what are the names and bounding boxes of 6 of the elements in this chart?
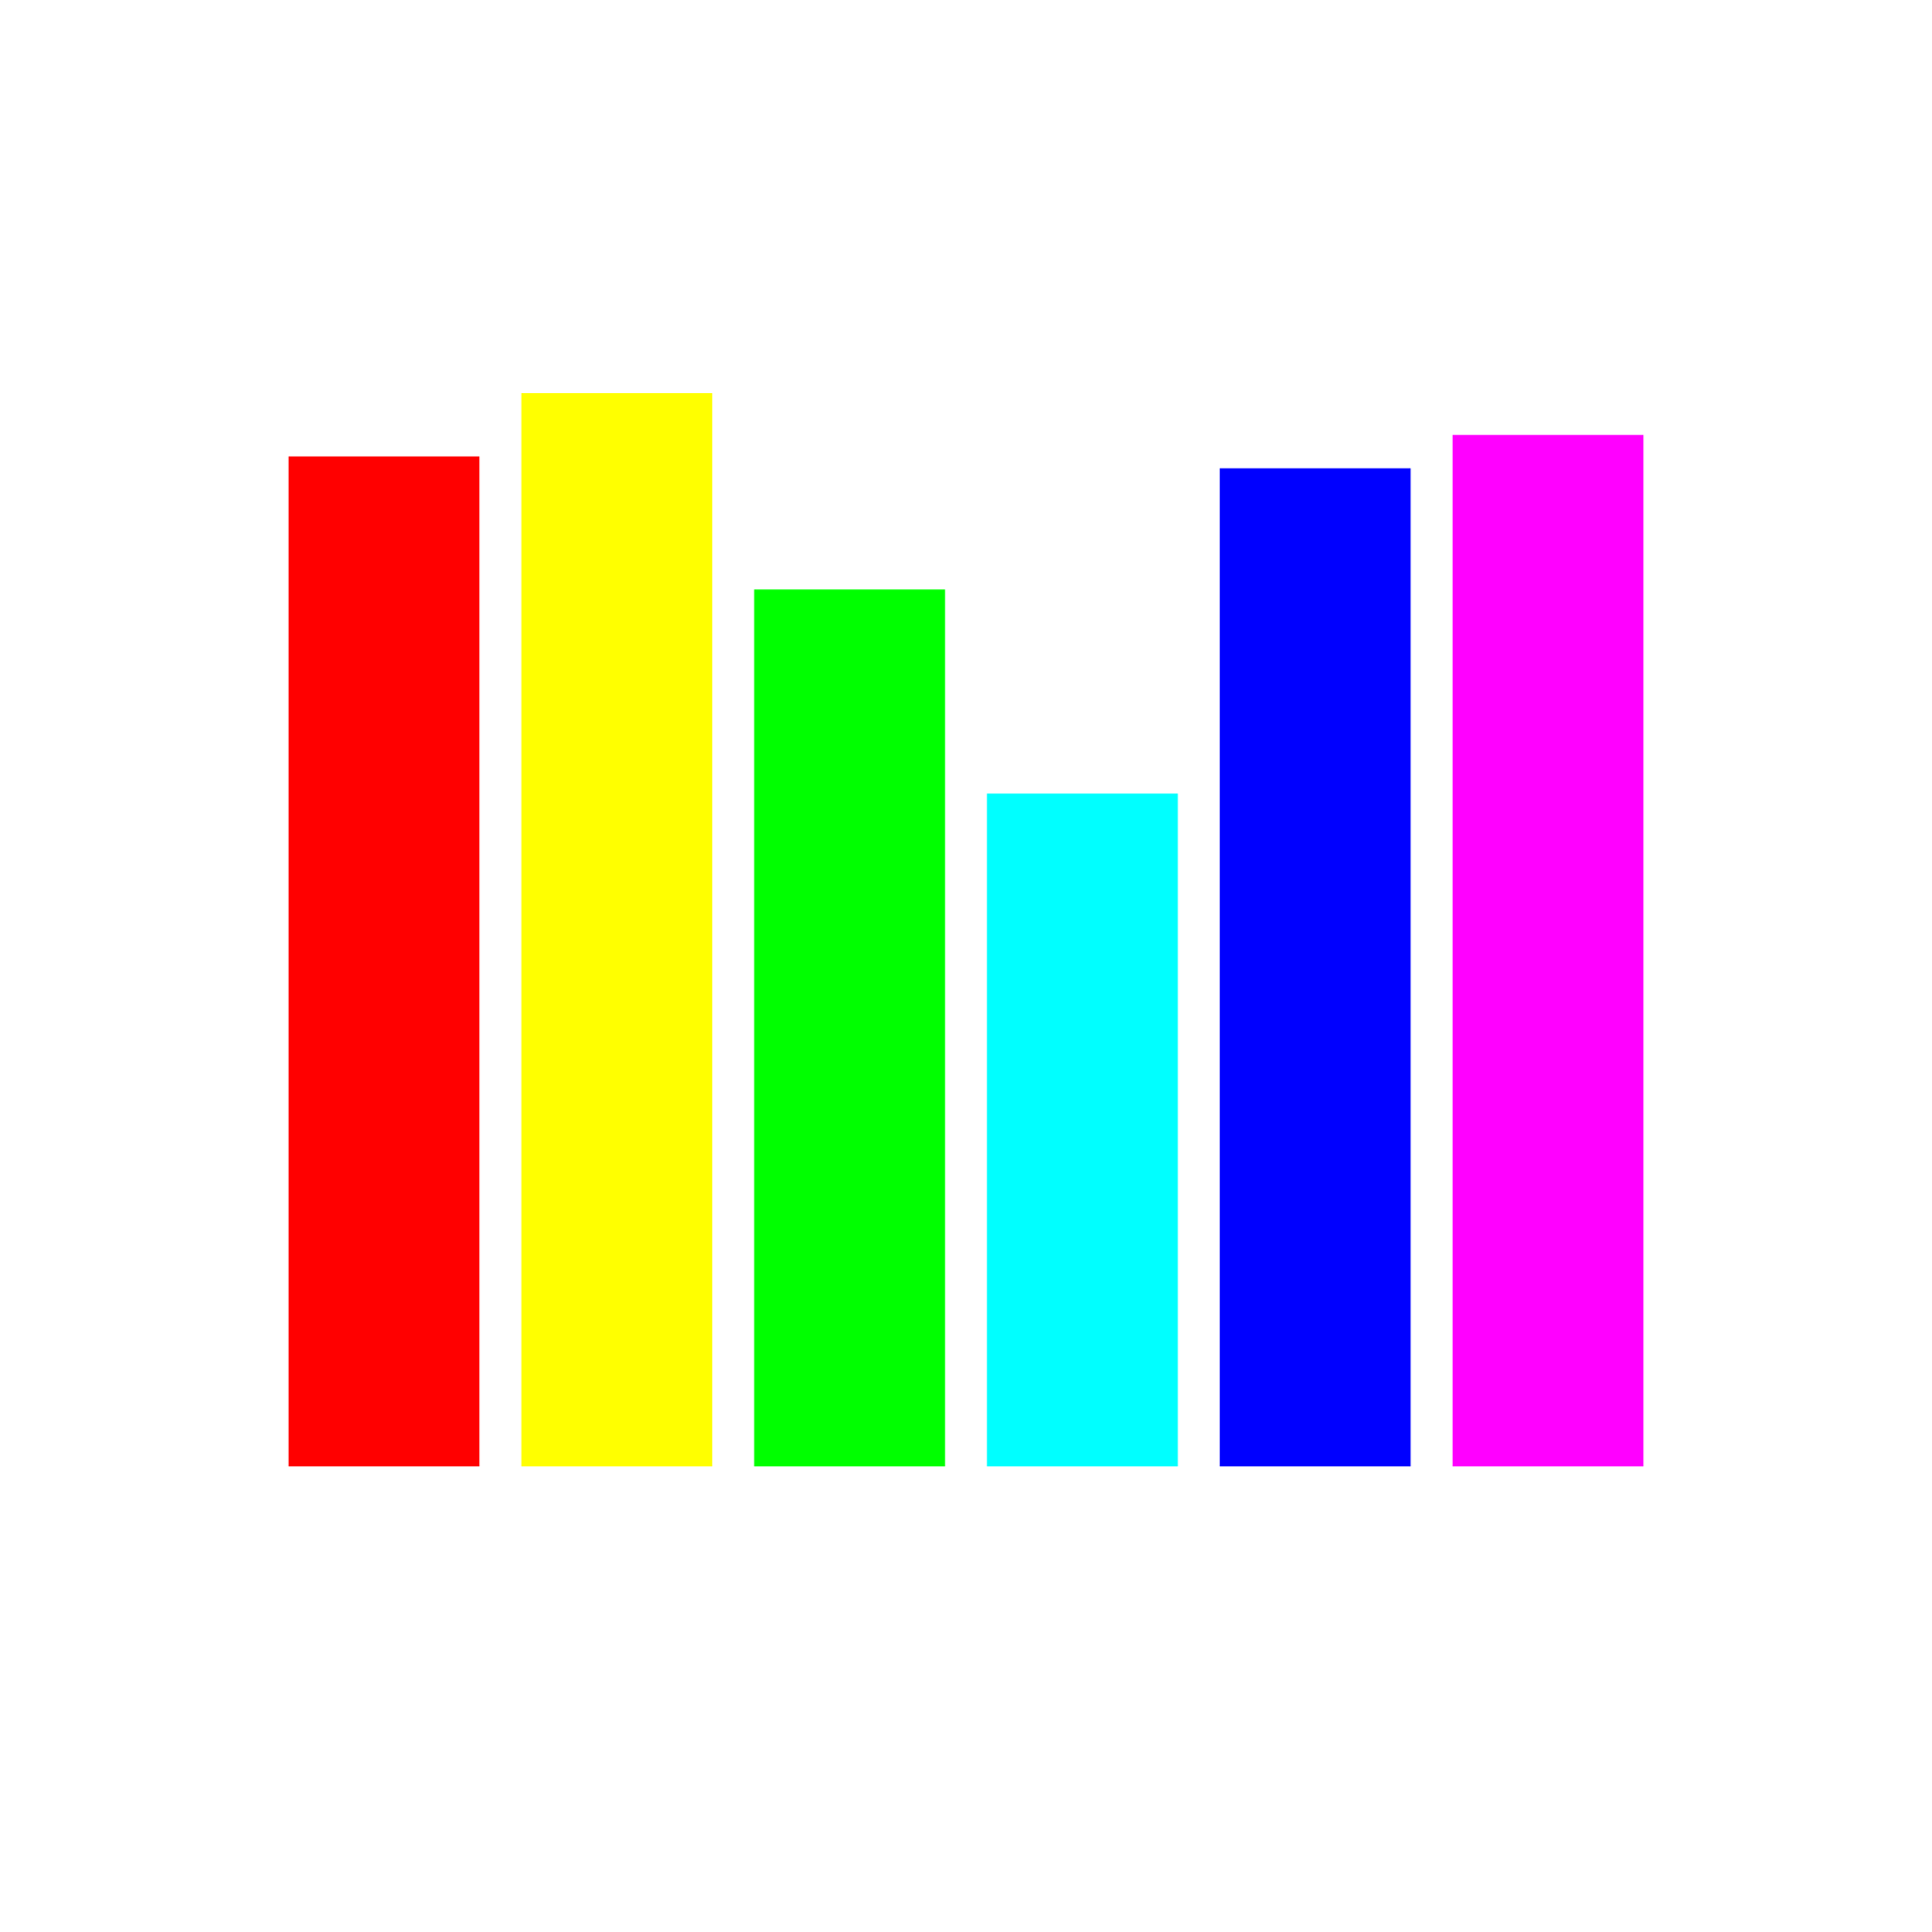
bar bbox=[753, 589, 946, 1466]
bar bbox=[1452, 435, 1644, 1466]
bar bbox=[986, 793, 1179, 1466]
bar bbox=[288, 456, 480, 1466]
bar bbox=[521, 393, 713, 1466]
bar bbox=[1219, 468, 1411, 1466]
